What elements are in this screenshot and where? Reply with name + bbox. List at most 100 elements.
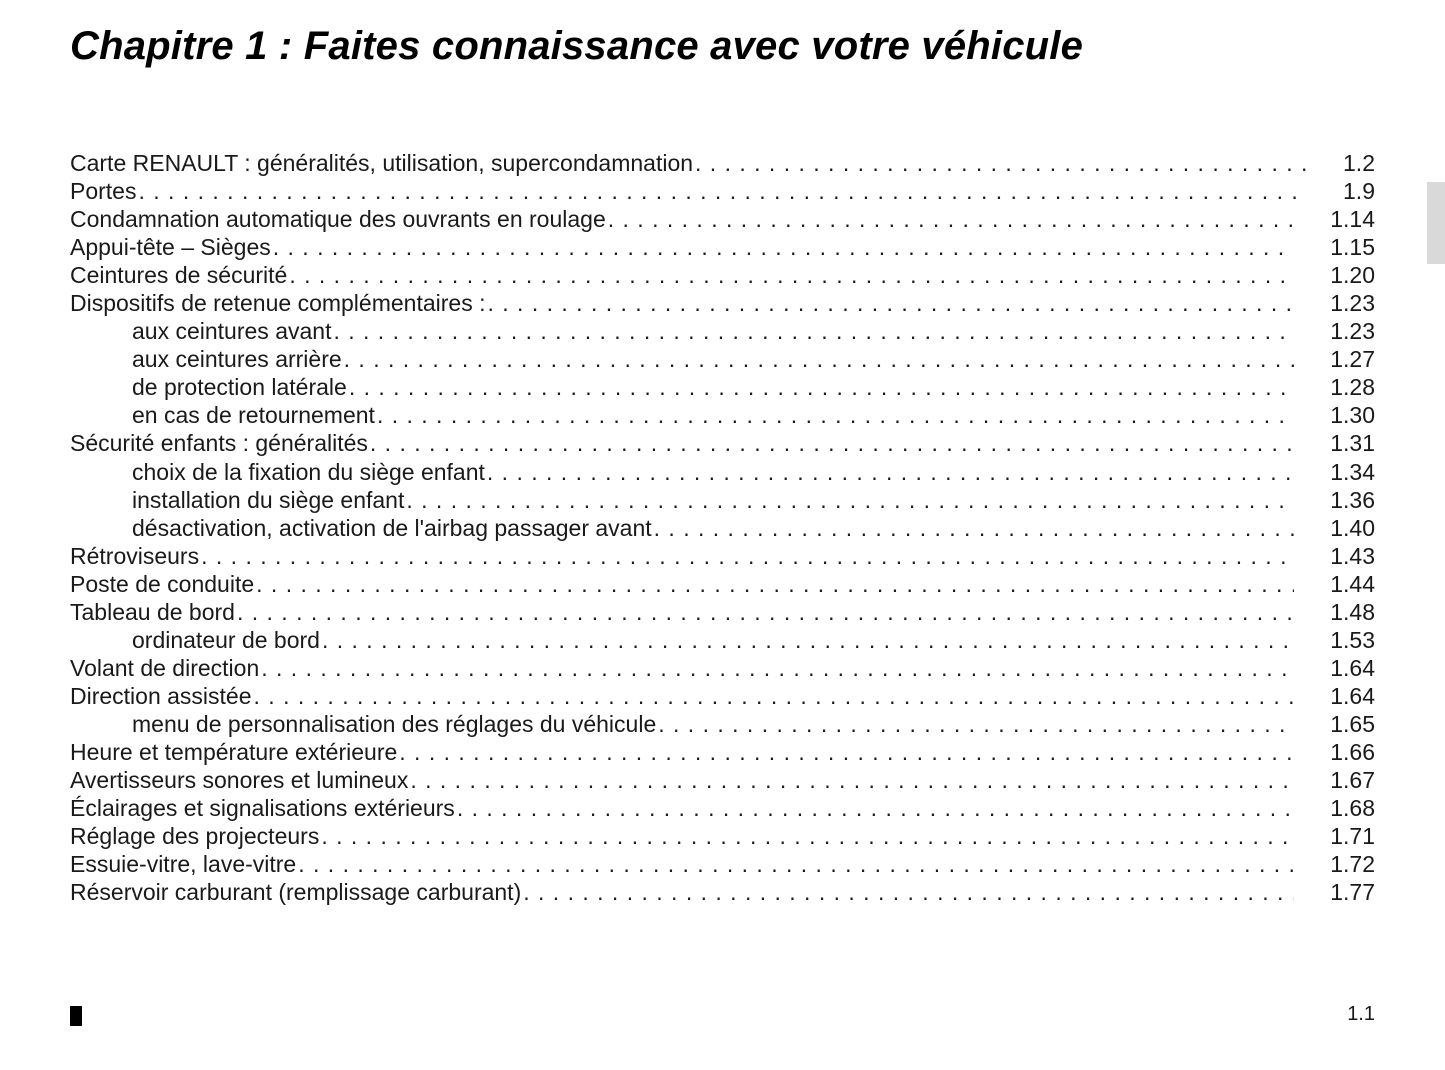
toc-leader-dots [654, 514, 1295, 542]
corner-mark-icon [70, 1006, 82, 1026]
toc-leader-dots [410, 766, 1294, 794]
toc-page-ref: 1.64 [1300, 682, 1375, 710]
toc-row: Dispositifs de retenue complémentaires :… [70, 289, 1375, 317]
toc-page-ref: 1.48 [1300, 598, 1375, 626]
toc-row: Condamnation automatique des ouvrants en… [70, 205, 1375, 233]
toc-page-ref: 1.53 [1300, 626, 1375, 654]
toc-label: en cas de retournement [132, 401, 375, 429]
toc-page-ref: 1.15 [1300, 233, 1375, 261]
toc-row: Réglage des projecteurs 1.71 [70, 822, 1375, 850]
toc-label: Heure et température extérieure [70, 738, 397, 766]
toc-leader-dots [273, 233, 1294, 261]
toc-leader-dots [321, 822, 1294, 850]
toc-row: Essuie-vitre, lave-vitre 1.72 [70, 850, 1375, 878]
toc-label: Carte RENAULT : généralités, utilisation… [70, 149, 693, 177]
toc-leader-dots [322, 626, 1294, 654]
toc-row: aux ceintures avant 1.23 [70, 317, 1375, 345]
toc-row: en cas de retournement 1.30 [70, 401, 1375, 429]
toc-leader-dots [377, 401, 1294, 429]
toc-label: Rétroviseurs [70, 542, 199, 570]
toc-row: Poste de conduite1.44 [70, 570, 1375, 598]
toc-row: Heure et température extérieure 1.66 [70, 738, 1375, 766]
toc-row: ordinateur de bord1.53 [70, 626, 1375, 654]
toc-page-ref: 1.67 [1300, 766, 1375, 794]
toc-label: Poste de conduite [70, 570, 254, 598]
toc-row: installation du siège enfant1.36 [70, 486, 1375, 514]
toc-row: Direction assistée 1.64 [70, 682, 1375, 710]
toc-row: aux ceintures arrière 1.27 [70, 345, 1375, 373]
toc-label: de protection latérale [132, 373, 347, 401]
toc-label: Ceintures de sécurité [70, 261, 287, 289]
toc-row: menu de personnalisation des réglages du… [70, 710, 1375, 738]
toc-row: Portes1.9 [70, 177, 1375, 205]
toc-leader-dots [289, 261, 1294, 289]
toc-row: Rétroviseurs 1.43 [70, 542, 1375, 570]
toc-row: de protection latérale1.28 [70, 373, 1375, 401]
toc-label: Réservoir carburant (remplissage carbura… [70, 878, 521, 906]
toc-page-ref: 1.14 [1300, 205, 1375, 233]
toc-row: Tableau de bord 1.48 [70, 598, 1375, 626]
toc-label: choix de la fixation du siège enfant [132, 458, 485, 486]
toc-leader-dots [487, 289, 1294, 317]
chapter-title: Chapitre 1 : Faites connaissance avec vo… [70, 24, 1375, 69]
toc-leader-dots [658, 710, 1294, 738]
toc-page-ref: 1.72 [1300, 850, 1375, 878]
toc-row: Réservoir carburant (remplissage carbura… [70, 878, 1375, 906]
toc-label: Appui-tête – Sièges [70, 233, 271, 261]
toc-page-ref: 1.2 [1313, 149, 1375, 177]
toc-leader-dots [138, 177, 1307, 205]
toc-label: aux ceintures avant [132, 317, 331, 345]
toc-label: Réglage des projecteurs [70, 822, 319, 850]
toc-leader-dots [457, 794, 1294, 822]
toc-leader-dots [370, 429, 1294, 457]
toc-page-ref: 1.23 [1300, 289, 1375, 317]
toc-row: Avertisseurs sonores et lumineux1.67 [70, 766, 1375, 794]
toc-row: Sécurité enfants : généralités1.31 [70, 429, 1375, 457]
toc-leader-dots [298, 850, 1294, 878]
toc-row: Volant de direction1.64 [70, 654, 1375, 682]
toc-page-ref: 1.23 [1300, 317, 1375, 345]
toc-label: aux ceintures arrière [132, 345, 342, 373]
toc-page-ref: 1.66 [1300, 738, 1375, 766]
toc-page-ref: 1.27 [1300, 345, 1375, 373]
toc-row: Éclairages et signalisations extérieurs 1… [70, 794, 1375, 822]
toc-label: désactivation, activation de l'airbag pa… [132, 514, 652, 542]
toc-label: Éclairages et signalisations extérieurs [70, 794, 455, 822]
toc-label: menu de personnalisation des réglages du… [132, 710, 656, 738]
page: Chapitre 1 : Faites connaissance avec vo… [0, 0, 1445, 906]
toc-label: installation du siège enfant [132, 486, 404, 514]
toc-page-ref: 1.64 [1300, 654, 1375, 682]
toc-label: Essuie-vitre, lave-vitre [70, 850, 296, 878]
toc-row: désactivation, activation de l'airbag pa… [70, 514, 1375, 542]
toc-page-ref: 1.65 [1300, 710, 1375, 738]
toc-leader-dots [261, 654, 1294, 682]
toc-leader-dots [254, 682, 1295, 710]
toc-leader-dots [399, 738, 1294, 766]
toc-list: Carte RENAULT : généralités, utilisation… [70, 149, 1375, 906]
toc-leader-dots [237, 598, 1294, 626]
toc-leader-dots [256, 570, 1294, 598]
thumb-tab [1427, 182, 1445, 264]
toc-leader-dots [333, 317, 1294, 345]
toc-page-ref: 1.34 [1300, 458, 1375, 486]
toc-page-ref: 1.43 [1300, 542, 1375, 570]
toc-leader-dots [608, 205, 1294, 233]
page-number: 1.1 [1347, 1003, 1375, 1026]
toc-page-ref: 1.68 [1300, 794, 1375, 822]
toc-page-ref: 1.77 [1300, 878, 1375, 906]
toc-page-ref: 1.30 [1300, 401, 1375, 429]
toc-label: Direction assistée [70, 682, 252, 710]
toc-leader-dots [487, 458, 1294, 486]
toc-label: Tableau de bord [70, 598, 235, 626]
toc-label: Sécurité enfants : généralités [70, 429, 368, 457]
toc-page-ref: 1.40 [1300, 514, 1375, 542]
toc-leader-dots [695, 149, 1307, 177]
toc-page-ref: 1.71 [1300, 822, 1375, 850]
toc-leader-dots [344, 345, 1295, 373]
toc-page-ref: 1.20 [1300, 261, 1375, 289]
toc-row: Carte RENAULT : généralités, utilisation… [70, 149, 1375, 177]
toc-page-ref: 1.9 [1313, 177, 1375, 205]
toc-row: Ceintures de sécurité 1.20 [70, 261, 1375, 289]
toc-leader-dots [201, 542, 1294, 570]
toc-row: choix de la fixation du siège enfant 1.34 [70, 458, 1375, 486]
